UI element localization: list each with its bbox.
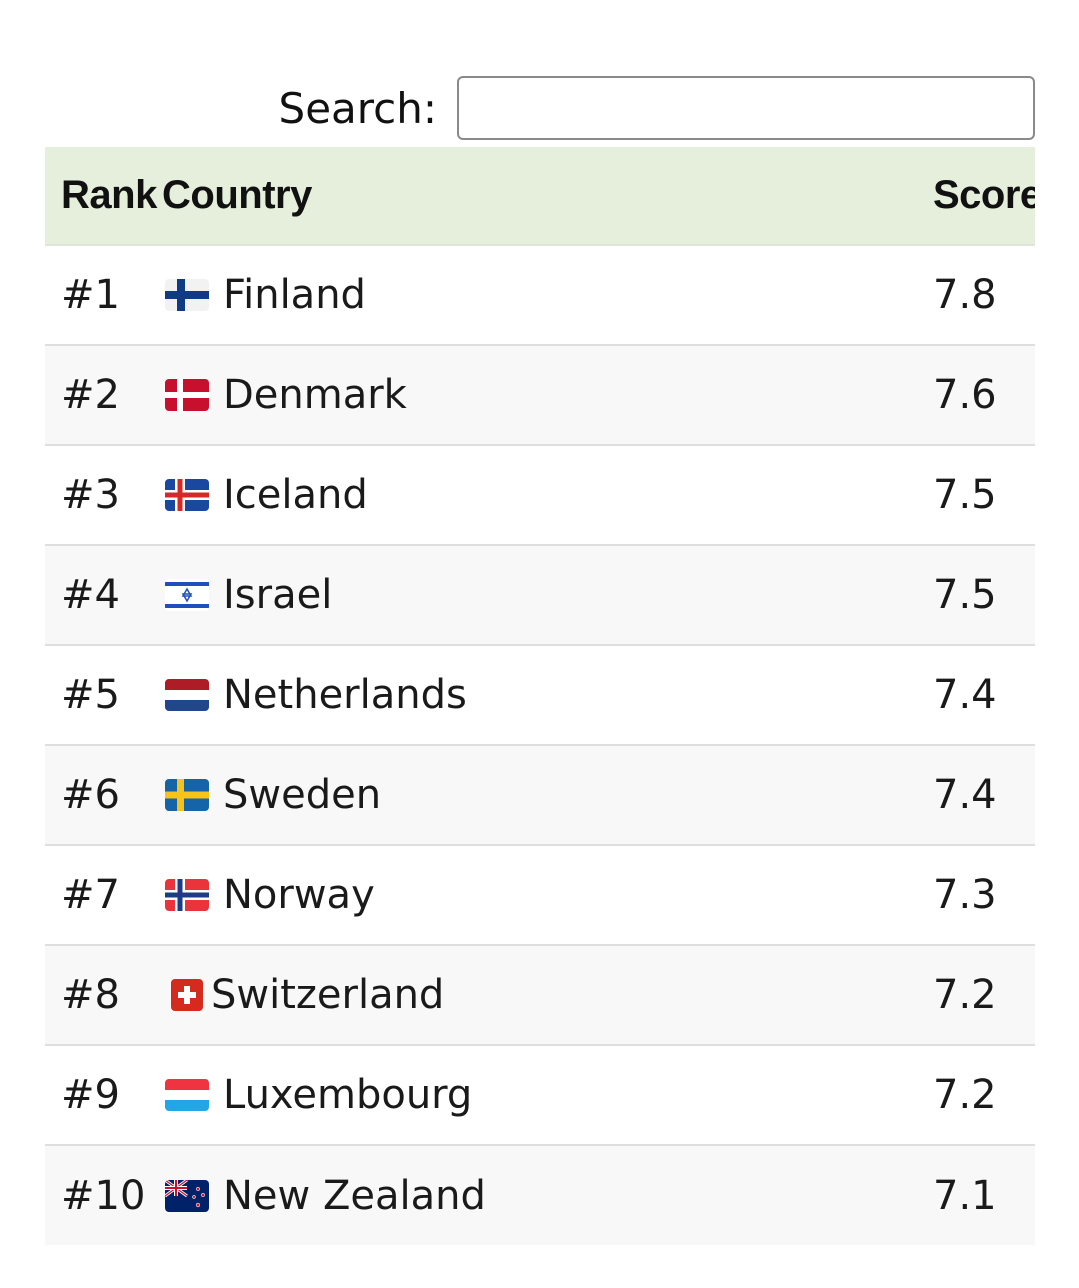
country-name: Israel <box>223 572 333 618</box>
netherlands-flag-icon <box>165 679 209 711</box>
score-cell: 7.8 <box>933 245 1035 346</box>
table-row: #9 Luxembourg 7.2 <box>45 1045 1035 1146</box>
country-name: Norway <box>223 872 375 918</box>
ranking-table-container: Rank Country Score #1 Finland <box>45 147 1035 1245</box>
country-cell: Israel <box>162 545 933 646</box>
table-row: #4 Israel 7.5 <box>45 545 1035 646</box>
country-cell: Norway <box>162 845 933 946</box>
country-name: Denmark <box>223 372 407 418</box>
score-cell: 7.2 <box>933 945 1035 1046</box>
country-cell: New Zealand <box>162 1145 933 1245</box>
country-name: Iceland <box>223 472 368 518</box>
rank-cell: #4 <box>45 545 162 646</box>
sweden-flag-icon <box>165 779 209 811</box>
score-cell: 7.4 <box>933 645 1035 746</box>
search-input[interactable] <box>457 76 1035 140</box>
country-name: Luxembourg <box>223 1072 473 1118</box>
country-cell: Iceland <box>162 445 933 546</box>
rank-cell: #3 <box>45 445 162 546</box>
country-name: Switzerland <box>211 972 445 1018</box>
search-label: Search: <box>278 83 437 133</box>
rank-cell: #1 <box>45 245 162 346</box>
switzerland-flag-icon <box>171 979 203 1011</box>
country-name: New Zealand <box>223 1172 486 1219</box>
country-cell: Switzerland <box>162 945 933 1046</box>
rank-cell: #8 <box>45 945 162 1046</box>
score-cell: 7.6 <box>933 345 1035 446</box>
luxembourg-flag-icon <box>165 1079 209 1111</box>
column-header-country[interactable]: Country <box>162 147 933 246</box>
score-cell: 7.5 <box>933 445 1035 546</box>
country-name: Netherlands <box>223 672 467 718</box>
iceland-flag-icon <box>165 479 209 511</box>
search-bar: Search: <box>45 76 1035 140</box>
country-name: Finland <box>223 272 366 318</box>
table-row: #3 Iceland 7.5 <box>45 445 1035 546</box>
table-header-row: Rank Country Score <box>45 147 1035 246</box>
score-cell: 7.1 <box>933 1172 997 1219</box>
score-cell: 7.3 <box>933 845 1035 946</box>
country-cell: Denmark <box>162 345 933 446</box>
israel-flag-icon <box>165 579 209 611</box>
rank-cell: #7 <box>45 845 162 946</box>
score-cell: 7.5 <box>933 545 1035 646</box>
country-cell: Finland <box>162 245 933 346</box>
new-zealand-flag-icon <box>165 1179 209 1212</box>
column-header-rank[interactable]: Rank <box>45 147 162 246</box>
table-row: #8 Switzerland 7.2 <box>45 945 1035 1046</box>
country-cell: Netherlands <box>162 645 933 746</box>
denmark-flag-icon <box>165 379 209 411</box>
rank-cell: #5 <box>45 645 162 746</box>
table-row: #2 Denmark 7.6 <box>45 345 1035 446</box>
rank-cell: #2 <box>45 345 162 446</box>
table-row: #1 Finland 7.8 <box>45 245 1035 346</box>
table-row: #5 Netherlands 7.4 <box>45 645 1035 746</box>
country-cell: Luxembourg <box>162 1045 933 1146</box>
table-header: Rank Country Score <box>45 147 1035 246</box>
column-header-score[interactable]: Score <box>933 147 1035 246</box>
table-row: #10 <box>45 1145 1035 1245</box>
table-row: #6 Sweden 7.4 <box>45 745 1035 846</box>
rank-cell: #9 <box>45 1045 162 1146</box>
score-cell: 7.4 <box>933 745 1035 846</box>
rank-cell: #10 <box>61 1172 146 1219</box>
score-cell: 7.2 <box>933 1045 1035 1146</box>
finland-flag-icon <box>165 279 209 311</box>
norway-flag-icon <box>165 879 209 911</box>
ranking-table: Rank Country Score #1 Finland <box>45 147 1035 1245</box>
table-row: #7 Norway 7.3 <box>45 845 1035 946</box>
rank-cell: #6 <box>45 745 162 846</box>
country-cell: Sweden <box>162 745 933 846</box>
country-name: Sweden <box>223 772 382 818</box>
